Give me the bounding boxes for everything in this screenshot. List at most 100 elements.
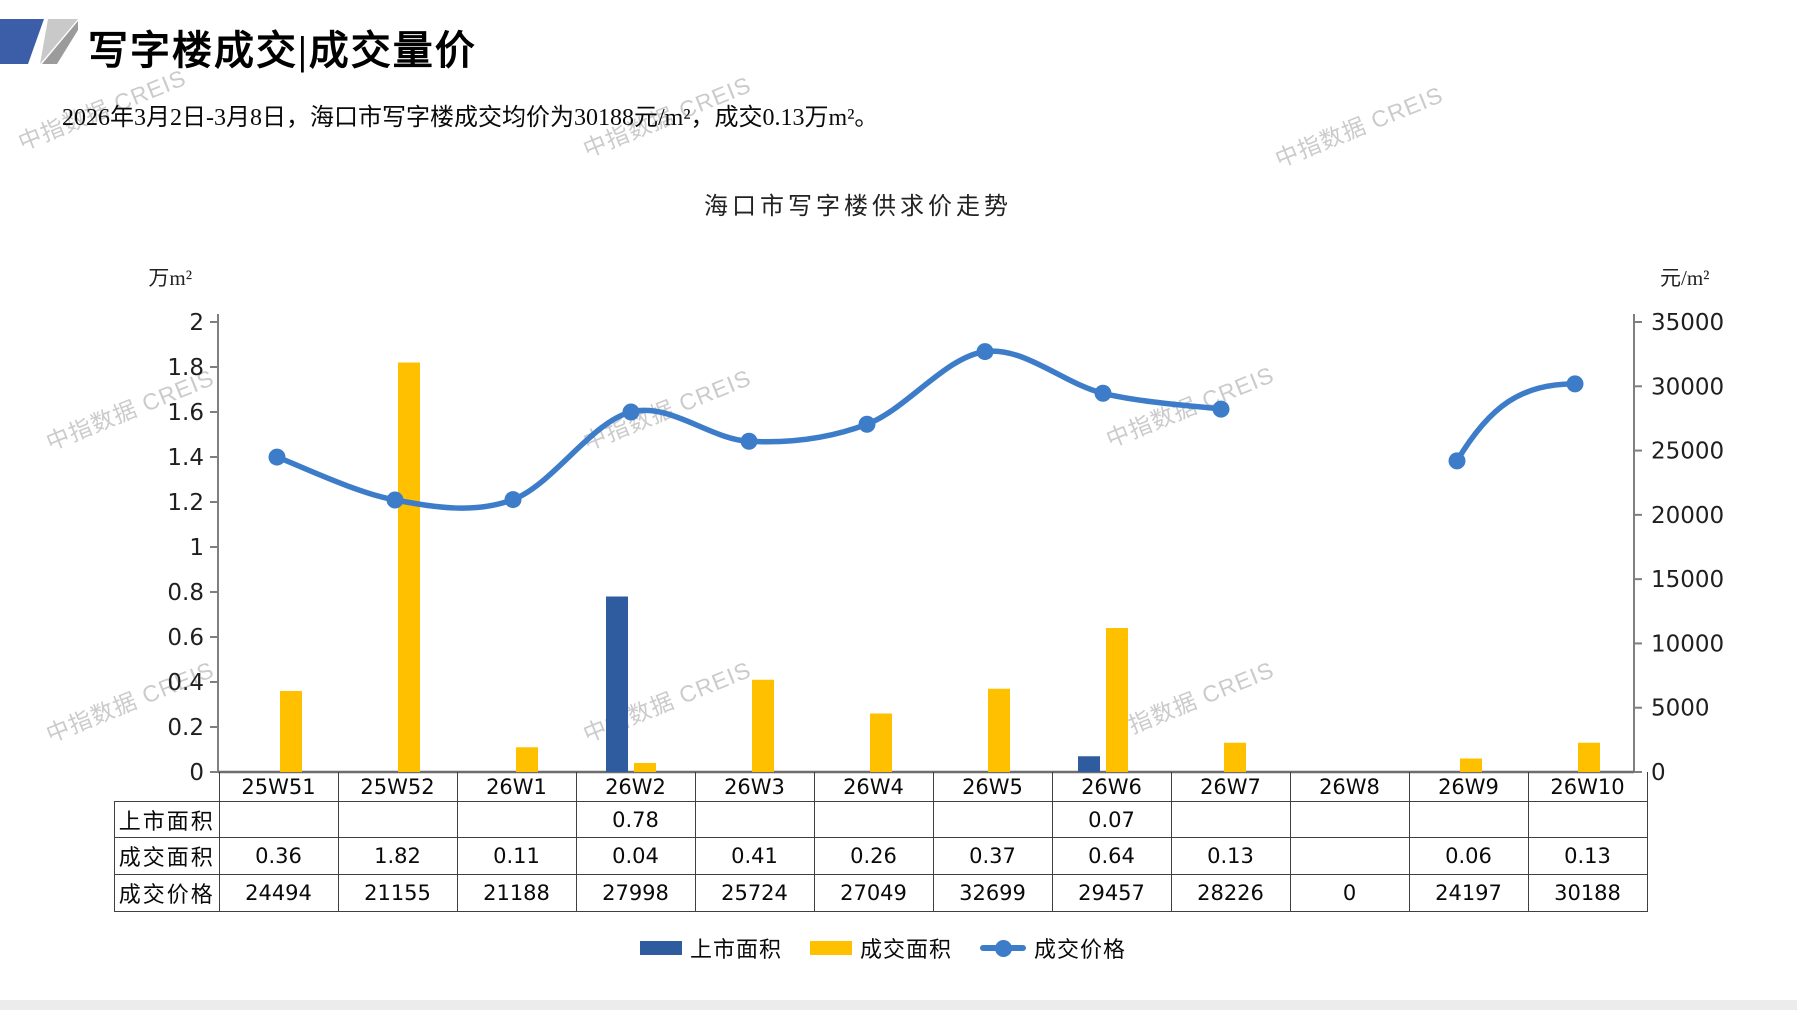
table-cell: 21155 — [337, 874, 458, 912]
table-cell — [1408, 801, 1529, 838]
table-cell — [456, 801, 577, 838]
table-cell — [932, 801, 1053, 838]
category-label: 26W7 — [1170, 772, 1291, 802]
table-cell: 27049 — [813, 874, 934, 912]
table-cell — [337, 801, 458, 838]
table-cell: 0.37 — [932, 837, 1053, 875]
table-cell — [694, 801, 815, 838]
left-axis-unit: 万m² — [148, 266, 192, 290]
left-axis-tick-label: 2 — [189, 310, 204, 336]
table-cell: 28226 — [1170, 874, 1291, 912]
category-label: 26W4 — [813, 772, 934, 802]
category-label: 25W51 — [218, 772, 339, 802]
table-row-header: 上市面积 — [114, 801, 220, 838]
right-axis-tick-label: 20000 — [1651, 503, 1724, 529]
chart-legend: 上市面积 成交面积 成交价格 — [640, 932, 1126, 964]
table-cell — [1289, 837, 1410, 875]
price-point — [740, 432, 758, 450]
table-cell: 29457 — [1051, 874, 1172, 912]
price-point — [1566, 375, 1584, 393]
price-point — [1448, 452, 1466, 470]
price-point — [386, 491, 404, 509]
table-cell: 32699 — [932, 874, 1053, 912]
bar-sold-area — [280, 691, 302, 772]
price-point — [976, 343, 994, 361]
table-cell — [813, 801, 934, 838]
table-cell: 0.13 — [1527, 837, 1648, 875]
category-label: 26W10 — [1527, 772, 1648, 802]
legend-item-listed-area: 上市面积 — [640, 932, 782, 964]
summary-text: 2026年3月2日-3月8日，海口市写字楼成交均价为30188元/m²，成交0.… — [62, 105, 879, 131]
left-axis-tick-label: 0.4 — [167, 670, 204, 696]
bar-sold-area — [1460, 758, 1482, 772]
left-axis-tick-label: 0.6 — [167, 625, 204, 651]
bar-sold-area — [1224, 742, 1246, 772]
bar-sold-area — [634, 763, 656, 772]
bar-sold-area — [1106, 628, 1128, 772]
right-axis-tick-label: 25000 — [1651, 439, 1724, 465]
legend-label: 上市面积 — [690, 937, 783, 962]
bar-sold-area — [870, 713, 892, 772]
page-bottom-strip — [0, 1000, 1797, 1010]
table-cell: 30188 — [1527, 874, 1648, 912]
right-axis-tick-label: 35000 — [1651, 310, 1724, 336]
chart-title: 海口市写字楼供求价走势 — [704, 194, 1012, 220]
legend-item-price: 成交价格 — [980, 932, 1126, 964]
left-axis-tick-label: 0.8 — [167, 580, 204, 606]
data-table: 25W51 25W52 26W1 26W2 26W3 26W4 26W5 26W6 26W7 26… — [114, 772, 1648, 912]
legend-swatch-price-line — [980, 939, 1027, 957]
legend-label: 成交面积 — [860, 937, 953, 962]
table-cell: 0.36 — [218, 837, 339, 875]
table-cell: 0.13 — [1170, 837, 1291, 875]
table-cell: 0.41 — [694, 837, 815, 875]
legend-swatch-listed-area — [640, 941, 682, 955]
table-cell — [1527, 801, 1648, 838]
left-axis-tick-label: 0 — [189, 760, 204, 786]
table-row-header: 成交面积 — [114, 837, 220, 875]
table-cell — [218, 801, 339, 838]
right-axis-tick-label: 15000 — [1651, 567, 1724, 593]
category-label: 26W5 — [932, 772, 1053, 802]
table-cell: 0.78 — [575, 801, 696, 838]
table-cell — [1289, 801, 1410, 838]
table-cell — [1170, 801, 1291, 838]
legend-label: 成交价格 — [1034, 937, 1127, 962]
bar-sold-area — [398, 362, 420, 772]
category-label: 26W2 — [575, 772, 696, 802]
price-point — [1094, 384, 1112, 402]
logo-icon — [0, 19, 78, 64]
table-corner — [115, 772, 220, 802]
table-row-header: 成交价格 — [114, 874, 220, 912]
table-cell: 27998 — [575, 874, 696, 912]
table-cell: 0.11 — [456, 837, 577, 875]
category-label: 26W8 — [1289, 772, 1410, 802]
bar-listed-area — [1078, 756, 1100, 772]
left-axis-tick-label: 1.4 — [167, 445, 204, 471]
left-axis-tick-label: 1.2 — [167, 490, 204, 516]
right-axis-tick-label: 5000 — [1651, 696, 1710, 722]
table-cell: 0.06 — [1408, 837, 1529, 875]
right-axis-tick-label: 10000 — [1651, 631, 1724, 657]
category-label: 26W9 — [1408, 772, 1529, 802]
table-cell: 0.64 — [1051, 837, 1172, 875]
bar-sold-area — [1578, 742, 1600, 772]
table-cell: 24494 — [218, 874, 339, 912]
category-label: 25W52 — [337, 772, 458, 802]
category-label: 26W6 — [1051, 772, 1172, 802]
price-point — [504, 491, 522, 509]
table-cell: 21188 — [456, 874, 577, 912]
category-label: 26W1 — [456, 772, 577, 802]
table-cell: 24197 — [1408, 874, 1529, 912]
page-title: 写字楼成交|成交量价 — [88, 28, 477, 73]
right-axis-unit: 元/m² — [1660, 266, 1710, 290]
table-cell: 0.04 — [575, 837, 696, 875]
table-cell: 1.82 — [337, 837, 458, 875]
table-cell: 25724 — [694, 874, 815, 912]
left-axis-tick-label: 1.6 — [167, 400, 204, 426]
table-cell: 0.07 — [1051, 801, 1172, 838]
table-cell: 0 — [1289, 874, 1410, 912]
left-axis-tick-label: 1 — [189, 535, 204, 561]
left-axis-tick-label: 1.8 — [167, 355, 204, 381]
